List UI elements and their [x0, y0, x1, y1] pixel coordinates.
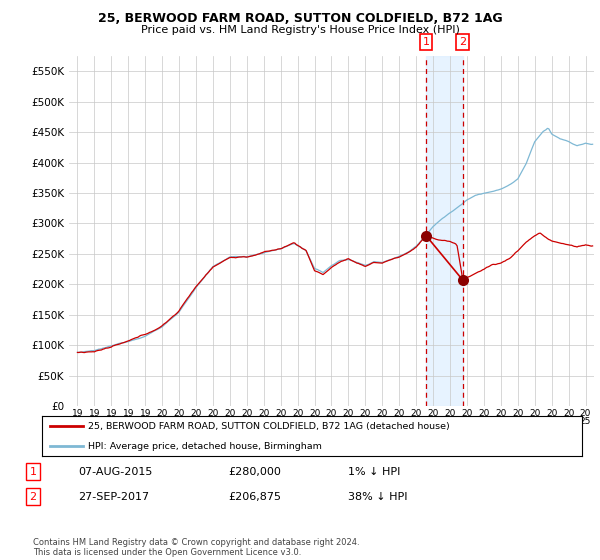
Text: 25, BERWOOD FARM ROAD, SUTTON COLDFIELD, B72 1AG: 25, BERWOOD FARM ROAD, SUTTON COLDFIELD,…: [98, 12, 502, 25]
Bar: [426, 56, 463, 406]
Text: 2: 2: [29, 492, 37, 502]
Text: 1: 1: [422, 38, 430, 47]
Text: Contains HM Land Registry data © Crown copyright and database right 2024.
This d: Contains HM Land Registry data © Crown c…: [33, 538, 359, 557]
Text: 25, BERWOOD FARM ROAD, SUTTON COLDFIELD, B72 1AG (detached house): 25, BERWOOD FARM ROAD, SUTTON COLDFIELD,…: [88, 422, 449, 431]
Text: Price paid vs. HM Land Registry's House Price Index (HPI): Price paid vs. HM Land Registry's House …: [140, 25, 460, 35]
Text: HPI: Average price, detached house, Birmingham: HPI: Average price, detached house, Birm…: [88, 442, 322, 451]
Text: 38% ↓ HPI: 38% ↓ HPI: [348, 492, 407, 502]
Text: 1: 1: [29, 466, 37, 477]
Text: £280,000: £280,000: [228, 466, 281, 477]
Text: 27-SEP-2017: 27-SEP-2017: [78, 492, 149, 502]
Text: 1% ↓ HPI: 1% ↓ HPI: [348, 466, 400, 477]
Text: 07-AUG-2015: 07-AUG-2015: [78, 466, 152, 477]
Text: £206,875: £206,875: [228, 492, 281, 502]
Text: 2: 2: [459, 38, 466, 47]
